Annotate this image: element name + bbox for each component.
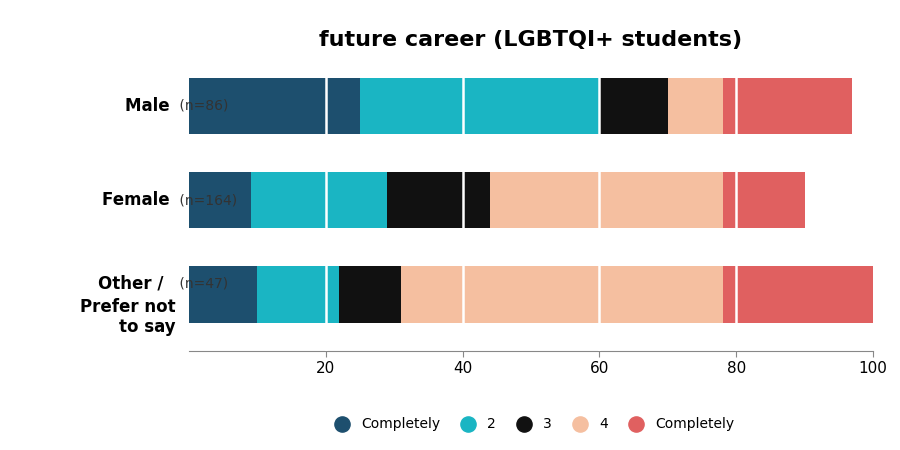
Title: future career (LGBTQI+ students): future career (LGBTQI+ students)	[320, 30, 742, 50]
Bar	[339, 266, 401, 323]
Text: (n=86): (n=86)	[176, 99, 229, 113]
Bar	[668, 77, 723, 134]
Bar	[599, 77, 668, 134]
Bar	[189, 77, 360, 134]
Bar	[189, 266, 257, 323]
Bar	[257, 266, 339, 323]
Text: (n=164): (n=164)	[176, 193, 238, 207]
Bar	[360, 77, 599, 134]
Bar	[387, 172, 490, 229]
Bar	[723, 77, 852, 134]
Bar	[490, 172, 723, 229]
Text: (n=47): (n=47)	[176, 276, 229, 290]
Text: Male: Male	[125, 97, 176, 115]
Text: Other /: Other /	[98, 274, 176, 292]
Bar	[723, 266, 873, 323]
Bar	[401, 266, 723, 323]
Bar	[250, 172, 387, 229]
Text: to say: to say	[119, 319, 176, 337]
Legend: Completely, 2, 3, 4, Completely: Completely, 2, 3, 4, Completely	[322, 411, 740, 436]
Bar	[723, 172, 805, 229]
Text: Prefer not: Prefer not	[80, 298, 176, 316]
Bar	[189, 172, 250, 229]
Text: Female: Female	[102, 191, 176, 209]
